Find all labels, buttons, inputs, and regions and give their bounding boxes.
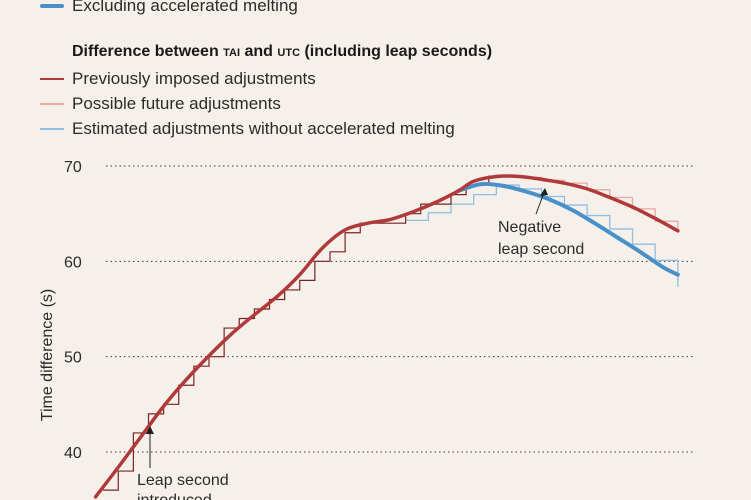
annotation-negative-leap-second-line1: Negative — [498, 219, 561, 236]
legend-label-excluding: Excluding accelerated melting — [72, 0, 298, 15]
y-tick-label-40: 40 — [64, 445, 82, 462]
legend-swatch-without-melting — [40, 128, 64, 130]
legend-item-possible-future: Possible future adjustments — [40, 94, 281, 114]
step-series-previously-imposed — [103, 175, 490, 491]
annotation-leap-second-introduced-arrowhead — [146, 426, 154, 434]
line-series-including-melting — [93, 174, 680, 499]
legend-heading: Difference between TAI and UTC (includin… — [72, 43, 493, 60]
y-tick-label-70: 70 — [64, 159, 82, 176]
annotation-negative-leap-second-line2: leap second — [498, 241, 584, 258]
legend-swatch-previously-imposed — [40, 78, 64, 80]
annotation-leap-second-introduced-line1: Leap second — [137, 472, 229, 489]
y-tick-label-50: 50 — [64, 350, 82, 367]
y-axis-ticks: 40 50 60 70 — [64, 159, 82, 462]
legend-swatch-excluding — [40, 4, 64, 8]
legend-label-without-melting: Estimated adjustments without accelerate… — [72, 119, 455, 138]
y-axis-label: Time difference (s) — [39, 289, 56, 421]
step-series-without-melting — [405, 184, 679, 288]
annotation-leap-second-introduced-line2: introduced — [137, 492, 212, 500]
legend-label-previously-imposed: Previously imposed adjustments — [72, 69, 316, 88]
annotations: Negative leap second Leap second introdu… — [137, 188, 584, 500]
gridlines — [106, 165, 693, 453]
legend-item-excluding: Excluding accelerated melting — [40, 0, 298, 16]
line-series-excluding-melting — [456, 181, 680, 277]
annotation-negative-leap-second-arrowhead — [540, 188, 548, 196]
legend-swatch-possible-future — [40, 103, 64, 105]
y-tick-label-60: 60 — [64, 254, 82, 271]
legend-label-possible-future: Possible future adjustments — [72, 94, 281, 113]
line-series — [93, 174, 680, 499]
legend-item-previously-imposed: Previously imposed adjustments — [40, 69, 316, 89]
legend-item-without-melting: Estimated adjustments without accelerate… — [40, 119, 455, 139]
